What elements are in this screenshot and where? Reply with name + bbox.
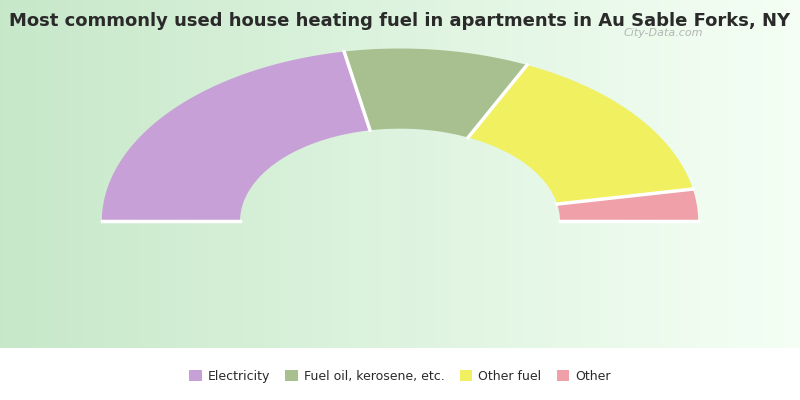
Legend: Electricity, Fuel oil, kerosene, etc., Other fuel, Other: Electricity, Fuel oil, kerosene, etc., O… xyxy=(184,365,616,388)
Polygon shape xyxy=(102,52,370,222)
Text: Most commonly used house heating fuel in apartments in Au Sable Forks, NY: Most commonly used house heating fuel in… xyxy=(10,12,790,30)
Polygon shape xyxy=(557,189,698,222)
Text: City-Data.com: City-Data.com xyxy=(624,28,703,38)
Polygon shape xyxy=(344,48,527,138)
Polygon shape xyxy=(468,65,693,204)
